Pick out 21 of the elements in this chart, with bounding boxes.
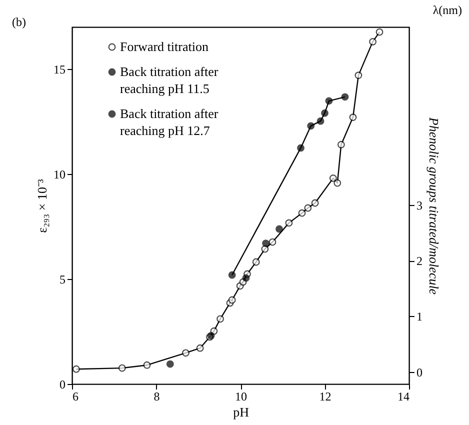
x-tick-label: 10 xyxy=(235,390,247,404)
text: (b) xyxy=(12,15,26,29)
y-tick-label: 0 xyxy=(60,378,66,392)
x-tick-label: 8 xyxy=(154,390,160,404)
x-tick-label: 14 xyxy=(398,390,410,404)
x-tick-label: 12 xyxy=(319,390,332,404)
y2-tick-label: 1 xyxy=(416,310,422,324)
text: λ(nm) xyxy=(432,3,462,17)
legend-label: Forward titration xyxy=(120,39,209,54)
y2-tick-label: 2 xyxy=(416,254,422,268)
x-axis-title: pH xyxy=(233,404,249,420)
y2-axis-title: Phenolic groups titrated/molecule xyxy=(426,116,442,295)
y-tick-label: 10 xyxy=(54,168,66,182)
legend-label: Back titration after reaching pH 11.5 xyxy=(120,64,219,96)
y-tick-label: 15 xyxy=(54,62,66,76)
y-axis-title: ε₂₉₃ × 10⁻³ xyxy=(34,179,50,233)
y2-tick-label: 3 xyxy=(416,198,422,212)
y2-tick-label: 0 xyxy=(416,365,422,380)
x-tick-label: 6 xyxy=(72,390,78,404)
y-tick-label: 5 xyxy=(60,272,66,286)
legend-label: Back titration after reaching pH 12.7 xyxy=(120,106,219,138)
